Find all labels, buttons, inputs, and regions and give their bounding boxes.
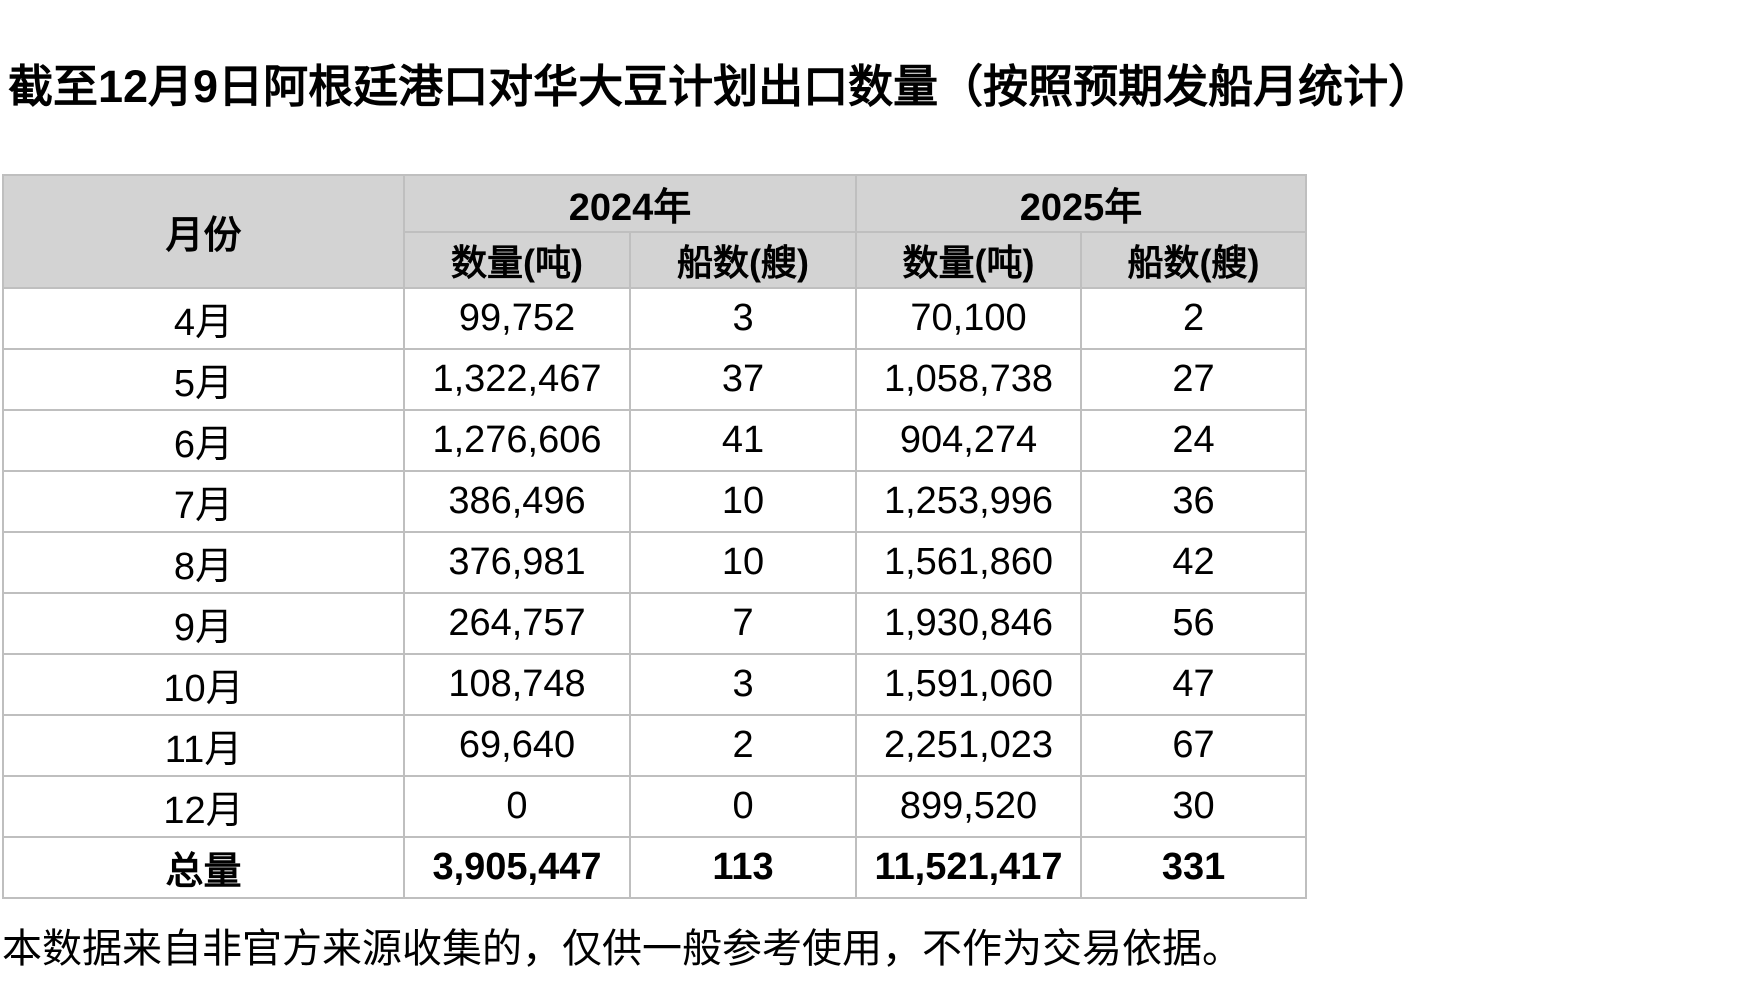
month-cell: 6月 <box>2 409 405 472</box>
table-row: 11月 69,640 2 2,251,023 67 <box>2 714 1308 777</box>
qty-2025-cell: 70,100 <box>855 287 1083 350</box>
ships-2024-cell: 10 <box>628 531 858 594</box>
export-data-table: 月份 2024年 2025年 数量(吨) 船数(艘) 数量(吨) 船数(艘) 4… <box>2 174 1308 899</box>
month-cell: 10月 <box>2 653 405 716</box>
qty-2024-cell: 0 <box>403 775 631 838</box>
table-header-sub-row: 数量(吨) 船数(艘) 数量(吨) 船数(艘) <box>3 231 1308 289</box>
table-row: 8月 376,981 10 1,561,860 42 <box>2 531 1308 594</box>
column-header-qty-2024: 数量(吨) <box>403 231 631 289</box>
ships-2024-cell: 10 <box>628 470 858 533</box>
month-cell: 8月 <box>2 531 405 594</box>
table-row: 12月 0 0 899,520 30 <box>2 775 1308 838</box>
ships-2025-cell: 2 <box>1080 287 1308 350</box>
qty-2024-cell: 108,748 <box>403 653 631 716</box>
table-row: 4月 99,752 3 70,100 2 <box>2 287 1308 350</box>
table-row: 7月 386,496 10 1,253,996 36 <box>2 470 1308 533</box>
month-cell: 7月 <box>2 470 405 533</box>
table-total-row: 总量 3,905,447 113 11,521,417 331 <box>2 836 1308 899</box>
ships-2025-cell: 42 <box>1080 531 1308 594</box>
column-header-year-2024: 2024年 <box>402 174 858 233</box>
qty-2024-cell: 264,757 <box>403 592 631 655</box>
qty-2025-cell: 1,930,846 <box>855 592 1083 655</box>
qty-2024-cell: 376,981 <box>403 531 631 594</box>
month-cell: 11月 <box>2 714 405 777</box>
qty-2025-cell: 11,521,417 <box>855 836 1083 899</box>
qty-2025-cell: 1,253,996 <box>855 470 1083 533</box>
ships-2025-cell: 30 <box>1080 775 1308 838</box>
column-header-ships-2024: 船数(艘) <box>628 231 858 289</box>
qty-2025-cell: 904,274 <box>855 409 1083 472</box>
table-row: 5月 1,322,467 37 1,058,738 27 <box>2 348 1308 411</box>
table-header-year-row: 月份 2024年 2025年 <box>2 174 1308 289</box>
qty-2024-cell: 99,752 <box>403 287 631 350</box>
ships-2025-cell: 331 <box>1080 836 1308 899</box>
qty-2024-cell: 69,640 <box>403 714 631 777</box>
qty-2025-cell: 1,591,060 <box>855 653 1083 716</box>
table-body: 4月 99,752 3 70,100 2 5月 1,322,467 37 1,058,738 27… <box>2 287 1308 899</box>
column-header-qty-2025: 数量(吨) <box>855 231 1083 289</box>
ships-2024-cell: 7 <box>628 592 858 655</box>
month-cell: 5月 <box>2 348 405 411</box>
qty-2025-cell: 1,561,860 <box>855 531 1083 594</box>
table-row: 6月 1,276,606 41 904,274 24 <box>2 409 1308 472</box>
qty-2025-cell: 899,520 <box>855 775 1083 838</box>
qty-2024-cell: 1,322,467 <box>403 348 631 411</box>
qty-2025-cell: 1,058,738 <box>855 348 1083 411</box>
ships-2025-cell: 56 <box>1080 592 1308 655</box>
month-cell: 总量 <box>2 836 405 899</box>
ships-2025-cell: 27 <box>1080 348 1308 411</box>
ships-2024-cell: 2 <box>628 714 858 777</box>
ships-2024-cell: 3 <box>628 653 858 716</box>
ships-2025-cell: 36 <box>1080 470 1308 533</box>
column-header-month: 月份 <box>2 174 405 289</box>
column-header-ships-2025: 船数(艘) <box>1080 231 1308 289</box>
ships-2024-cell: 0 <box>628 775 858 838</box>
column-header-year-2025: 2025年 <box>855 174 1308 233</box>
ships-2024-cell: 37 <box>628 348 858 411</box>
month-cell: 12月 <box>2 775 405 838</box>
month-cell: 4月 <box>2 287 405 350</box>
disclaimer-text: 本数据来自非官方来源收集的，仅供一般参考使用，不作为交易依据。 <box>2 927 1242 971</box>
table-header: 月份 2024年 2025年 数量(吨) 船数(艘) 数量(吨) 船数(艘) <box>2 174 1308 289</box>
qty-2025-cell: 2,251,023 <box>855 714 1083 777</box>
month-cell: 9月 <box>2 592 405 655</box>
qty-2024-cell: 386,496 <box>403 470 631 533</box>
ships-2025-cell: 24 <box>1080 409 1308 472</box>
ships-2024-cell: 113 <box>628 836 858 899</box>
qty-2024-cell: 1,276,606 <box>403 409 631 472</box>
ships-2024-cell: 41 <box>628 409 858 472</box>
ships-2025-cell: 47 <box>1080 653 1308 716</box>
qty-2024-cell: 3,905,447 <box>403 836 631 899</box>
table-row: 9月 264,757 7 1,930,846 56 <box>2 592 1308 655</box>
table-row: 10月 108,748 3 1,591,060 47 <box>2 653 1308 716</box>
page-title: 截至12月9日阿根廷港口对华大豆计划出口数量（按照预期发船月统计） <box>8 61 1434 112</box>
ships-2025-cell: 67 <box>1080 714 1308 777</box>
ships-2024-cell: 3 <box>628 287 858 350</box>
